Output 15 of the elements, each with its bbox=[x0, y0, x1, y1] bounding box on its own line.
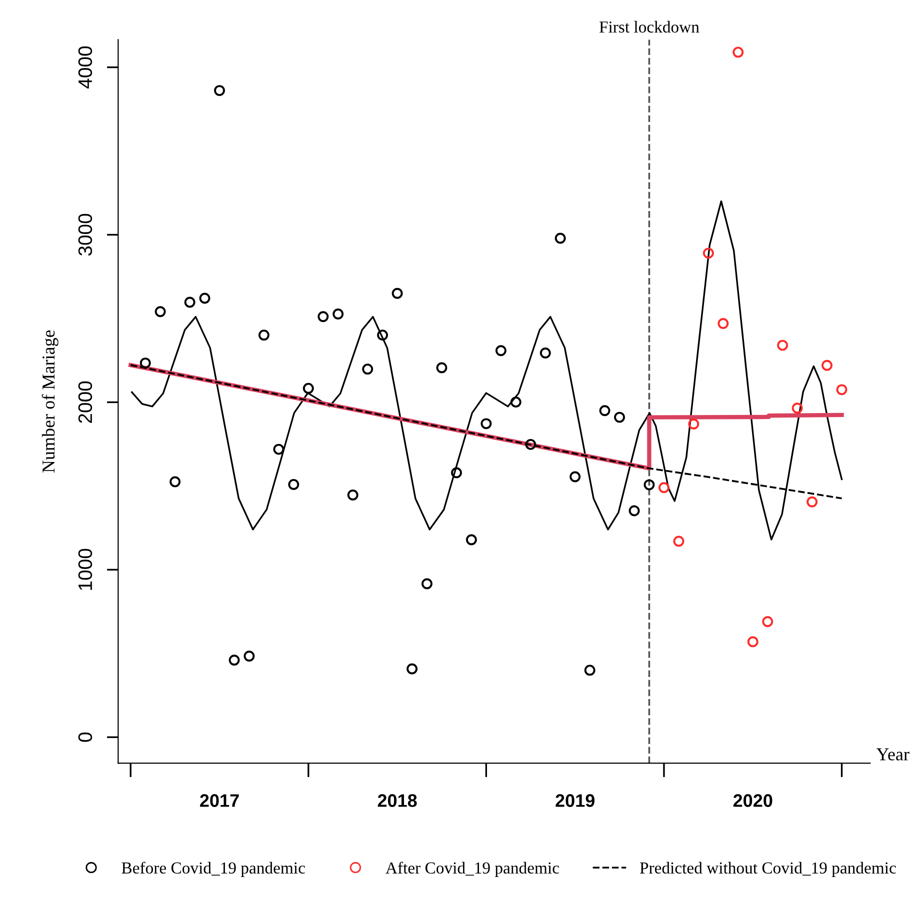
x-tick-label: 2018 bbox=[378, 794, 417, 807]
legend-label: After Covid_19 pandemic bbox=[386, 862, 559, 877]
x-tick-label: 2017 bbox=[200, 794, 239, 807]
legend-label: Predicted without Covid_19 pandemic bbox=[640, 862, 896, 877]
legend-label: Before Covid_19 pandemic bbox=[122, 862, 305, 877]
x-tick-label: 2019 bbox=[556, 794, 594, 807]
x-axis-title: Year bbox=[876, 748, 910, 760]
y-tick-label: 2000 bbox=[78, 381, 92, 423]
y-axis-title: Number of Mariage bbox=[42, 330, 58, 473]
y-tick-label: 4000 bbox=[78, 46, 92, 88]
x-tick-label: 2020 bbox=[733, 794, 772, 807]
y-tick-label: 3000 bbox=[78, 214, 92, 256]
y-tick-label: 0 bbox=[78, 732, 92, 742]
ref-line-label: First lockdown bbox=[599, 20, 700, 33]
y-tick-label: 1000 bbox=[78, 548, 92, 590]
